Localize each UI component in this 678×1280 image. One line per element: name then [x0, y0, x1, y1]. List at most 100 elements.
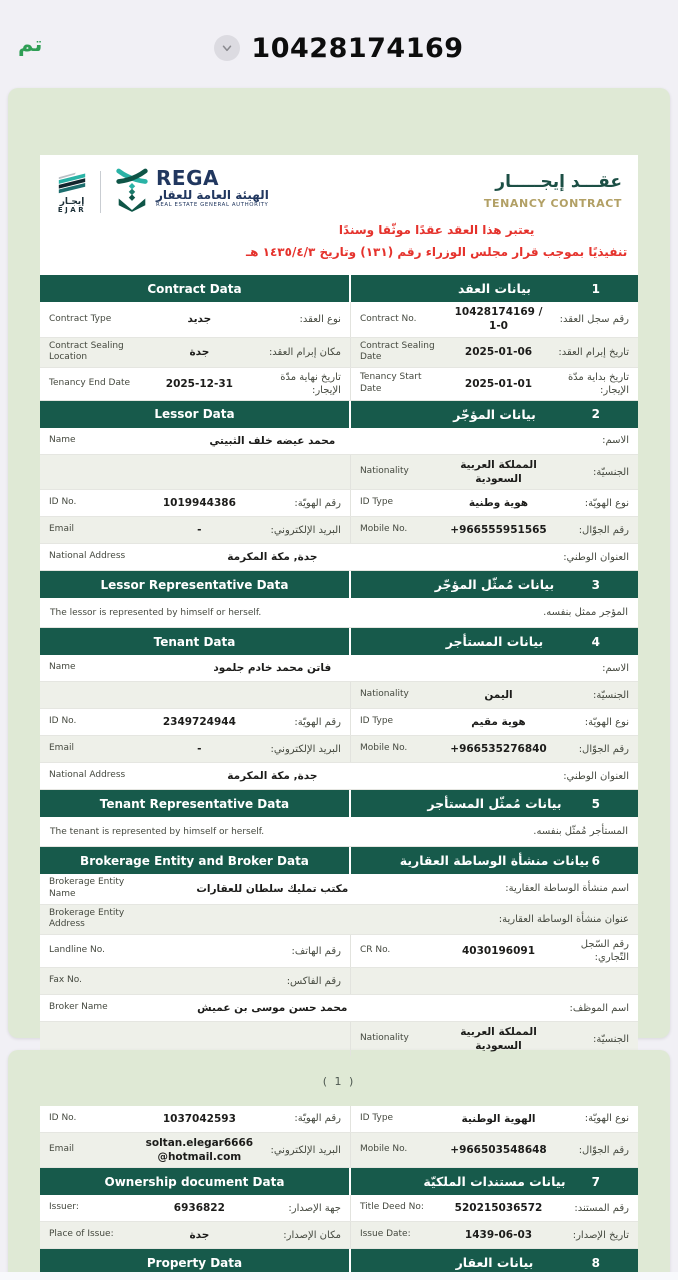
- field-half-left: Contract Sealing Location جدة مكان إبرام ا…: [40, 337, 351, 367]
- field-half-right: Tenancy Start Date 2025-01-01 تاريخ بداية …: [351, 368, 638, 400]
- section-title-ar: بيانات مستندات الملكيّة: [423, 1174, 566, 1190]
- section-title-en-wrap: Ownership document Data: [40, 1168, 351, 1196]
- field-cell: Nationality اليمن الجنسيّة:: [351, 685, 638, 705]
- ejar-logo-icon: [56, 170, 88, 198]
- section-title-ar-wrap: بيانات منشأة الوساطة العقارية 6: [351, 847, 638, 874]
- section-title-en: Brokerage Entity and Broker Data: [80, 853, 309, 868]
- section-title-ar: بيانات المستأجر: [445, 634, 544, 650]
- field-cell: Issuer: 6936822 جهة الإصدار:: [40, 1198, 350, 1218]
- section-header: Property Data بيانات العقار 8: [40, 1249, 638, 1277]
- field-value: المملكة العربية السعودية: [460, 1026, 537, 1053]
- field-cell: ID Type الهوية الوطنية نوع الهويّة:: [351, 1109, 638, 1129]
- rega-logo-subtitle-en: REAL ESTATE GENERAL AUTHORITY: [156, 201, 269, 208]
- field-label-en: CR No.: [359, 945, 391, 956]
- section-title-ar-wrap: بيانات مستندات الملكيّة 7: [351, 1168, 638, 1195]
- field-label-en: Nationality: [359, 466, 409, 477]
- field-label-ar: العنوان الوطني:: [563, 770, 629, 782]
- note-text-en: The lessor is represented by himself or …: [50, 607, 262, 618]
- table-row: The tenant is represented by himself or …: [40, 817, 638, 848]
- section-title-en-wrap: Tenant Representative Data: [40, 790, 351, 818]
- field-label-en: Email: [49, 1144, 74, 1155]
- contract-section: Property Data بيانات العقار 8: [40, 1249, 638, 1277]
- field-label-ar: رقم الجوّال:: [578, 743, 629, 755]
- field-label-en: Place of Issue:: [49, 1229, 114, 1240]
- field-label-ar: اسم الموظف:: [569, 1002, 629, 1014]
- field-cell: Email soltan.elegar6666@hotmail.com البريد…: [40, 1133, 350, 1167]
- field-label-en: Title Deed No:: [359, 1202, 424, 1213]
- field-label-en: Mobile No.: [359, 743, 408, 754]
- field-value: 2025-12-31: [165, 377, 233, 390]
- field-half-right: CR No. 4030196091 رقم السّجل التّجاري:: [351, 935, 638, 967]
- section-title-en: Property Data: [146, 1255, 243, 1270]
- table-row: Issuer: 6936822 جهة الإصدار: Title Deed No:…: [40, 1195, 638, 1223]
- field-label-en: Issuer:: [49, 1202, 79, 1213]
- field-cell: ID No. 2349724944 رقم الهويّة:: [40, 712, 350, 732]
- field-cell: Tenancy End Date 2025-12-31 تاريخ نهاية مد…: [40, 368, 350, 400]
- field-cell: Nationality المملكة العربية السعودية الجنس…: [351, 1022, 638, 1056]
- field-cell: Name محمد عيضه خلف الثبيتي الاسم:: [40, 428, 638, 454]
- field-label-ar: نوع الهويّة:: [584, 716, 629, 728]
- field-label-ar: عنوان منشأة الوساطة العقارية:: [498, 913, 629, 925]
- table-row: Contract Type جديد نوع العقد: Contract No. 1…: [40, 302, 638, 338]
- table-row: Fax No. رقم الفاكس:: [40, 968, 638, 995]
- field-value: جدة: [189, 1229, 210, 1242]
- field-label-ar: رقم الهويّة:: [294, 716, 341, 728]
- sections-container-page2: ID No. 1037042593 رقم الهويّة: ID Type الهوي…: [40, 1106, 638, 1277]
- field-label-en: ID No.: [49, 1113, 77, 1124]
- contract-section: Tenant Representative Data بيانات مُمثّل …: [40, 790, 638, 848]
- field-cell: Mobile No. +966503548648 رقم الجوّال:: [351, 1140, 638, 1160]
- field-cell: Tenancy Start Date 2025-01-01 تاريخ بداية …: [351, 368, 638, 400]
- table-row: Brokerage Entity Address عنوان منشأة الوس…: [40, 904, 638, 935]
- field-cell: National Address جدة, مكة المكرمة العنوان …: [40, 763, 638, 789]
- table-row: ID No. 1019944386 رقم الهويّة: ID Type هوية …: [40, 490, 638, 518]
- section-title-en-wrap: Brokerage Entity and Broker Data: [40, 847, 351, 875]
- document-number-title: 10428174169: [251, 32, 464, 64]
- field-label-ar: جهة الإصدار:: [288, 1202, 341, 1214]
- table-row: Name محمد عيضه خلف الثبيتي الاسم:: [40, 427, 638, 455]
- contract-document-page1: إيجـار EJAR: [40, 155, 638, 1058]
- field-label-en: Nationality: [359, 1033, 409, 1044]
- section-header: Lessor Data بيانات المؤجّر 2: [40, 400, 638, 428]
- field-label-en: Tenancy End Date: [49, 378, 131, 389]
- field-cell: Name فاتن محمد خادم جلمود الاسم:: [40, 655, 638, 681]
- section-title-ar: بيانات المؤجّر: [453, 406, 536, 422]
- field-label-ar: رقم الفاكس:: [286, 975, 341, 987]
- section-header: Brokerage Entity and Broker Data بيانات م…: [40, 847, 638, 875]
- field-label-en: ID Type: [359, 1113, 394, 1124]
- done-button[interactable]: تم: [18, 32, 43, 56]
- contract-page-1: إيجـار EJAR: [8, 88, 670, 1088]
- field-value: -: [197, 743, 202, 756]
- field-label-en: Contract Sealing Date: [359, 340, 435, 363]
- field-cell: Broker Name محمد حسن موسى بن عميش اسم المو…: [40, 995, 638, 1021]
- field-half-right: Issue Date: 1439-06-03 تاريخ الإصدار:: [351, 1222, 638, 1248]
- field-cell: National Address جدة, مكة المكرمة العنوان …: [40, 544, 638, 570]
- field-value: 10428174169 / 1-0: [454, 306, 543, 333]
- field-label-ar: رقم الجوّال:: [578, 1144, 629, 1156]
- field-half-right: Contract Sealing Date 2025-01-06 تاريخ إبر…: [351, 338, 638, 367]
- legal-disclaimer-line1: يعتبر هذا العقد عقدًا موثّقا وسندًا: [338, 223, 535, 237]
- section-number: 8: [591, 1255, 600, 1270]
- field-label-ar: تاريخ الإصدار:: [572, 1229, 629, 1241]
- table-row: Nationality المملكة العربية السعودية الجنس…: [40, 1022, 638, 1058]
- field-label-ar: اسم منشأة الوساطة العقارية:: [505, 883, 629, 895]
- field-value: +966503548648: [450, 1144, 547, 1157]
- brand-logos: إيجـار EJAR: [56, 168, 269, 216]
- field-cell: ID No. 1037042593 رقم الهويّة:: [40, 1109, 350, 1129]
- field-label-en: Fax No.: [49, 975, 82, 986]
- app-topbar: تم 10428174169: [0, 0, 678, 88]
- field-value: جديد: [187, 313, 212, 326]
- field-half-right: Contract No. 10428174169 / 1-0 رقم سجل الع…: [351, 302, 638, 336]
- field-value: +966535276840: [450, 743, 547, 756]
- contract-page-2: ID No. 1037042593 رقم الهويّة: ID Type الهوي…: [8, 1050, 670, 1280]
- field-cell: Mobile No. +966535276840 رقم الجوّال:: [351, 739, 638, 759]
- field-cell: Fax No. رقم الفاكس:: [40, 972, 350, 991]
- field-label-en: Email: [49, 743, 74, 754]
- table-row: Email soltan.elegar6666@hotmail.com البريد…: [40, 1133, 638, 1169]
- field-half: Nationality اليمن الجنسيّة:: [351, 682, 638, 708]
- field-half-left: Email soltan.elegar6666@hotmail.com البريد…: [40, 1133, 351, 1168]
- contract-section: Brokerage Entity and Broker Data بيانات م…: [40, 847, 638, 1058]
- section-title-ar: بيانات العقار: [455, 1255, 534, 1271]
- field-half-left: ID No. 1037042593 رقم الهويّة:: [40, 1106, 351, 1132]
- field-label-ar: تاريخ بداية مدّة الإيجار:: [567, 371, 629, 396]
- chevron-down-icon[interactable]: [214, 35, 241, 61]
